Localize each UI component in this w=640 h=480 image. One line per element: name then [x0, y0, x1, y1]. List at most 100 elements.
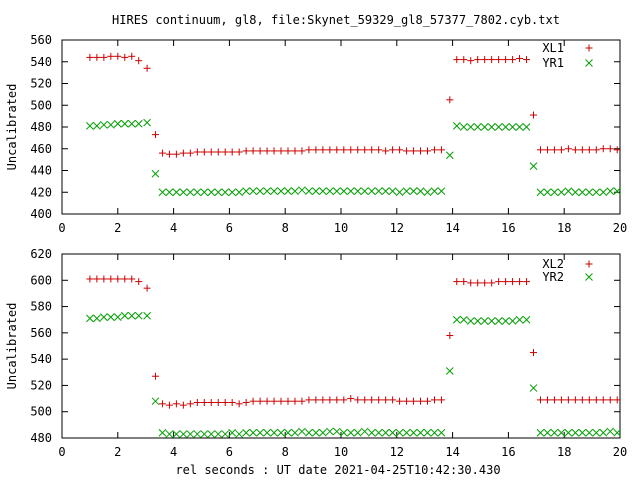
data-point-xl1 — [585, 146, 593, 154]
data-point-xl2 — [578, 396, 586, 404]
data-point-yr2 — [473, 317, 482, 325]
data-point-xl1 — [291, 147, 299, 155]
y-axis-label: Uncalibrated — [5, 303, 19, 390]
data-point-xl1 — [430, 146, 438, 154]
data-point-xl2 — [158, 400, 166, 408]
data-point-yr1 — [416, 187, 425, 196]
data-point-xl1 — [235, 148, 243, 156]
data-point-yr2 — [613, 428, 622, 437]
data-point-xl2 — [221, 399, 229, 407]
data-point-yr2 — [165, 430, 174, 438]
data-point-yr2 — [312, 428, 320, 437]
data-point-yr2 — [381, 428, 390, 437]
data-point-yr1 — [571, 188, 580, 197]
data-point-xl1 — [165, 150, 173, 158]
data-point-xl2 — [446, 331, 454, 339]
data-point-xl1 — [509, 56, 517, 64]
data-point-xl2 — [291, 397, 299, 405]
legend-label-xl1: XL1 — [542, 41, 564, 55]
data-point-yr1 — [585, 188, 594, 197]
data-point-yr2 — [332, 427, 341, 436]
data-point-yr2 — [339, 428, 348, 437]
data-point-yr1 — [501, 123, 510, 131]
data-point-yr2 — [256, 428, 264, 437]
data-point-yr2 — [466, 317, 475, 325]
data-point-xl1 — [481, 56, 489, 64]
data-point-yr1 — [113, 119, 122, 128]
data-point-xl1 — [375, 146, 383, 154]
data-point-yr1 — [193, 188, 202, 197]
data-point-xl1 — [228, 148, 236, 156]
data-point-xl2 — [333, 396, 341, 404]
data-point-yr2 — [120, 311, 129, 320]
data-point-yr2 — [395, 428, 404, 437]
data-point-yr1 — [277, 187, 285, 196]
data-point-yr1 — [207, 188, 216, 197]
y-tick-label: 620 — [30, 247, 52, 261]
data-point-xl1 — [516, 54, 524, 62]
data-point-yr2 — [249, 428, 257, 437]
data-point-xl1 — [270, 147, 278, 155]
x-tick-label: 2 — [114, 221, 121, 235]
data-point-yr2 — [578, 428, 587, 437]
series-xl1 — [86, 52, 621, 158]
data-point-yr2 — [571, 428, 580, 437]
data-point-xl2 — [488, 279, 496, 287]
data-point-xl2 — [523, 278, 531, 286]
x-tick-label: 0 — [58, 221, 65, 235]
data-point-xl1 — [179, 149, 187, 157]
data-point-yr2 — [452, 315, 461, 324]
data-point-xl1 — [606, 145, 614, 153]
data-point-yr1 — [179, 188, 188, 197]
data-point-xl1 — [193, 148, 201, 156]
data-point-xl2 — [143, 284, 151, 292]
data-point-yr1 — [360, 187, 369, 196]
legend-label-yr1: YR1 — [542, 56, 564, 70]
data-point-xl1 — [151, 131, 159, 139]
data-point-yr2 — [325, 427, 334, 436]
data-point-xl2 — [389, 396, 397, 404]
legend-label-xl2: XL2 — [542, 257, 564, 271]
data-point-xl1 — [284, 147, 292, 155]
data-point-yr1 — [165, 188, 174, 197]
data-point-xl1 — [495, 56, 503, 64]
data-point-xl1 — [564, 145, 572, 153]
y-tick-label: 480 — [30, 120, 52, 134]
data-point-xl2 — [298, 397, 306, 405]
data-point-yr2 — [494, 317, 503, 325]
y-tick-label: 540 — [30, 55, 52, 69]
data-point-xl2 — [502, 278, 510, 286]
data-point-yr1 — [529, 162, 538, 171]
data-point-yr1 — [487, 123, 496, 131]
data-point-yr1 — [445, 151, 454, 160]
data-point-yr2 — [557, 428, 566, 437]
data-point-yr1 — [235, 188, 244, 197]
data-point-yr2 — [172, 430, 181, 438]
data-point-xl1 — [86, 53, 94, 61]
data-point-xl1 — [347, 146, 355, 154]
data-point-xl2 — [100, 275, 108, 283]
data-point-xl2 — [107, 275, 115, 283]
legend-marker-xl2 — [585, 260, 593, 268]
data-point-xl2 — [312, 396, 320, 404]
data-point-yr1 — [536, 188, 545, 197]
data-point-yr2 — [423, 428, 432, 437]
series-yr1 — [86, 118, 622, 197]
data-point-yr2 — [158, 428, 167, 437]
data-point-xl2 — [410, 397, 418, 405]
data-point-xl1 — [354, 146, 362, 154]
x-tick-label: 12 — [390, 221, 404, 235]
data-point-yr1 — [381, 187, 390, 196]
data-point-yr2 — [480, 317, 489, 325]
data-point-xl1 — [368, 146, 376, 154]
data-point-xl2 — [361, 396, 369, 404]
data-point-yr2 — [284, 428, 292, 437]
data-point-yr2 — [550, 428, 559, 437]
data-point-yr1 — [249, 187, 257, 196]
data-point-xl2 — [423, 397, 431, 405]
data-point-xl1 — [121, 53, 129, 61]
data-point-yr1 — [409, 187, 418, 196]
data-point-yr2 — [606, 427, 615, 436]
data-point-yr1 — [578, 188, 587, 197]
data-point-xl2 — [375, 396, 383, 404]
